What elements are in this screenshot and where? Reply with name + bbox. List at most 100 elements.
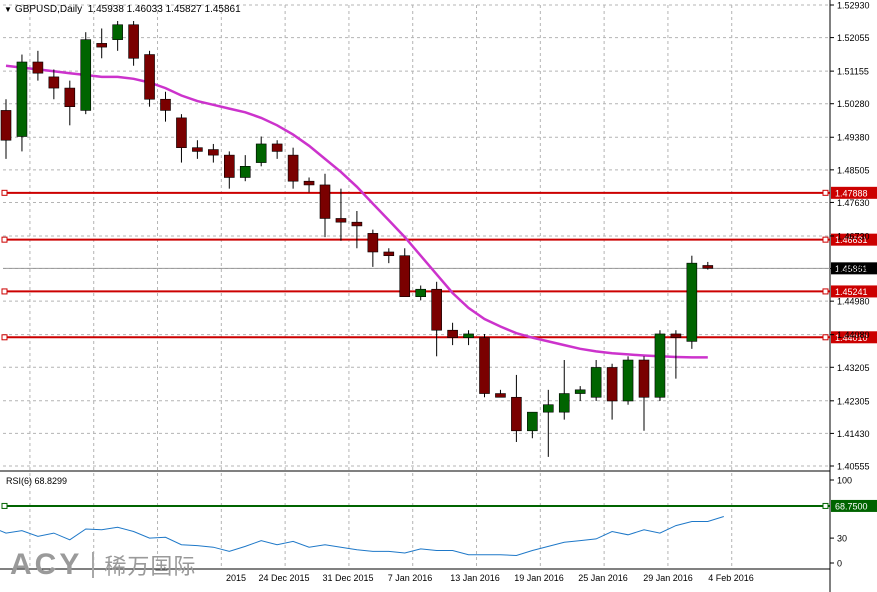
price-axis: 1.52930 1.52055 1.51155 1.50280 1.49380 1.485… (830, 1, 870, 472)
time-axis: 2015 24 Dec 2015 31 Dec 2015 7 Jan 2016 13 J… (226, 573, 754, 583)
candle-bullish (574, 389, 586, 394)
price-tick-label: 1.52930 (837, 1, 870, 11)
price-tick-label: 1.45855 (837, 264, 870, 274)
candle-bearish (303, 180, 315, 186)
candle-bullish (16, 61, 28, 137)
candle-bullish (558, 393, 570, 413)
candle-bullish (654, 333, 666, 398)
price-tick-label: 1.50280 (837, 99, 870, 109)
symbol-label: GBPUSD,Daily (14, 4, 83, 15)
rsi-line (0, 516, 724, 557)
candle-bearish (606, 367, 618, 402)
price-tick-label: 1.42305 (837, 396, 870, 406)
rsi-tick-label: 100 (837, 476, 852, 486)
candle-bearish (383, 251, 395, 257)
time-tick-label: 13 Jan 2016 (450, 573, 500, 583)
candle-bearish (48, 76, 60, 89)
level-handle-left (1, 236, 8, 243)
candle-bearish (335, 218, 347, 223)
grid (0, 0, 831, 592)
level-price-box (831, 233, 877, 246)
level-price-label: 1.44010 (835, 333, 868, 343)
candle-bearish (319, 184, 331, 219)
time-tick-label: 29 Jan 2016 (643, 573, 693, 583)
candle-bearish (128, 24, 139, 59)
rsi-header: RSI(6) 68.8299 (6, 476, 67, 486)
level-price-label: 1.47888 (835, 188, 868, 198)
price-tick-label: 1.47630 (837, 198, 870, 208)
candle-bearish (160, 98, 171, 111)
rsi-level-label: 68.7500 (835, 501, 868, 511)
level-handle-right (822, 288, 829, 295)
moving-average-line (5, 64, 708, 359)
level-handle-right (822, 236, 829, 243)
moving-average (5, 64, 708, 359)
candle-bearish (271, 143, 283, 152)
price-tick-label: 1.52055 (837, 33, 870, 43)
rsi-label: RSI(6) 68.8299 (6, 476, 68, 486)
level-price-box (831, 285, 877, 298)
candle-bearish (511, 396, 522, 432)
time-tick-label: 19 Jan 2016 (514, 573, 564, 583)
candle-bearish (367, 233, 379, 253)
candle-bearish (670, 333, 682, 338)
price-tick-label: 1.49380 (837, 133, 870, 143)
level-handle-left (1, 334, 8, 341)
rsi-level-handle-left (1, 502, 8, 509)
candle-bearish (287, 154, 299, 182)
time-tick-label: 4 Feb 2016 (708, 573, 754, 583)
level-price-label: 1.45241 (835, 287, 868, 297)
price-tick-label: 1.40555 (837, 462, 870, 472)
candle-bearish (431, 288, 442, 331)
price-tick-label: 1.44080 (837, 330, 870, 340)
price-tick-label: 1.41430 (837, 429, 870, 439)
time-tick-label: 25 Jan 2016 (578, 573, 628, 583)
candle-bearish (192, 147, 203, 152)
candle-bullish (415, 288, 427, 297)
candle-bearish (64, 87, 76, 107)
candle-bullish (239, 166, 251, 178)
candle-bearish (176, 117, 187, 148)
candles (0, 21, 714, 457)
rsi-tick-label: 0 (837, 559, 842, 569)
price-tick-label: 1.44980 (837, 297, 870, 307)
level-price-box (831, 331, 877, 344)
rsi-level-box (831, 499, 877, 512)
rsi-level-handle-right (822, 502, 829, 509)
candle-bullish (622, 359, 634, 402)
candle-bullish (590, 367, 602, 398)
level-price-label: 1.46631 (835, 235, 868, 245)
watermark-logo: ACY 稀万国际 (10, 548, 196, 582)
candle-bearish (144, 54, 155, 100)
chart-header: ▼ GBPUSD,Daily 1.45938 1.46033 1.45827 1.… (4, 4, 241, 15)
level-price-box (831, 186, 877, 199)
price-tick-label: 1.48505 (837, 165, 870, 175)
current-price-box (831, 262, 877, 275)
candle-bearish (208, 149, 219, 156)
time-tick-label: 31 Dec 2015 (322, 573, 373, 583)
candle-bearish (32, 61, 44, 74)
candle-bearish (96, 43, 107, 48)
logo-separator (92, 552, 95, 578)
price-tick-label: 1.46730 (837, 231, 870, 241)
time-tick-label: 7 Jan 2016 (388, 573, 433, 583)
dropdown-triangle-icon[interactable]: ▼ (4, 5, 12, 14)
candle-bullish (527, 411, 538, 432)
level-handle-right (822, 334, 829, 341)
time-tick-label: 2015 (226, 573, 246, 583)
candle-bearish (702, 265, 714, 269)
price-tick-label: 1.51155 (837, 67, 869, 77)
candle-bullish (463, 333, 474, 338)
level-handle-left (1, 288, 8, 295)
candle-bullish (112, 24, 123, 40)
candle-bullish (80, 39, 92, 111)
ohlc-values: 1.45938 1.46033 1.45827 1.45861 (87, 4, 241, 15)
candle-bearish (479, 337, 490, 394)
level-handle-right (822, 189, 829, 196)
candle-bullish (542, 404, 554, 413)
candle-bearish (447, 329, 458, 338)
price-tick-label: 1.43205 (837, 363, 870, 373)
level-handle-left (1, 189, 8, 196)
candle-bearish (638, 359, 650, 398)
